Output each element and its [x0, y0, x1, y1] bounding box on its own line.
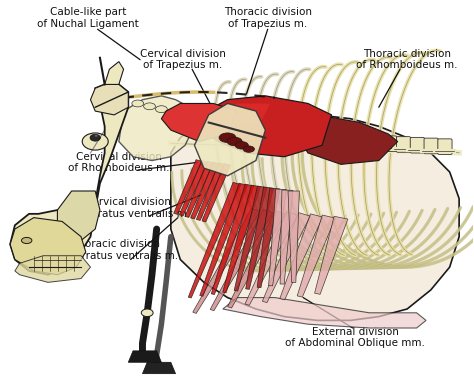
Ellipse shape [167, 108, 179, 115]
Polygon shape [91, 84, 128, 115]
Polygon shape [185, 161, 214, 217]
Polygon shape [315, 216, 348, 294]
Polygon shape [179, 160, 208, 216]
FancyBboxPatch shape [369, 135, 383, 151]
Text: Thoracic division
of Rhomboideus m.: Thoracic division of Rhomboideus m. [356, 49, 458, 71]
Text: External division
of Abdominal Oblique mm.: External division of Abdominal Oblique m… [285, 327, 425, 348]
FancyBboxPatch shape [410, 138, 424, 153]
Text: Cervical division
of Trapezius m.: Cervical division of Trapezius m. [140, 49, 226, 71]
Polygon shape [297, 215, 335, 297]
Text: Cervical division
of Serratus ventralis m.: Cervical division of Serratus ventralis … [67, 197, 190, 219]
FancyBboxPatch shape [396, 137, 410, 152]
Polygon shape [223, 298, 426, 328]
Ellipse shape [90, 134, 100, 141]
Polygon shape [188, 182, 241, 298]
Polygon shape [263, 213, 310, 303]
FancyBboxPatch shape [286, 131, 300, 146]
Polygon shape [194, 104, 265, 176]
Polygon shape [288, 191, 300, 282]
FancyBboxPatch shape [313, 132, 328, 148]
Polygon shape [246, 187, 273, 289]
Polygon shape [211, 184, 254, 295]
Polygon shape [210, 209, 273, 311]
Ellipse shape [21, 238, 32, 243]
Polygon shape [15, 256, 91, 282]
Polygon shape [171, 111, 459, 320]
Polygon shape [234, 186, 267, 291]
Ellipse shape [219, 133, 236, 142]
Polygon shape [209, 104, 270, 126]
Polygon shape [105, 62, 124, 84]
Text: Cable-like part
of Nuchal Ligament: Cable-like part of Nuchal Ligament [37, 7, 139, 29]
Polygon shape [299, 115, 398, 164]
Ellipse shape [243, 146, 255, 152]
Polygon shape [119, 96, 194, 160]
Polygon shape [173, 160, 202, 214]
FancyBboxPatch shape [383, 136, 397, 152]
Ellipse shape [141, 309, 153, 317]
Ellipse shape [155, 106, 167, 113]
Polygon shape [10, 218, 86, 275]
Polygon shape [280, 214, 323, 300]
FancyBboxPatch shape [341, 134, 356, 149]
Ellipse shape [235, 142, 248, 149]
Polygon shape [257, 188, 280, 288]
FancyBboxPatch shape [258, 129, 273, 145]
Ellipse shape [82, 133, 108, 150]
Text: Thoracic division
of Trapezius m.: Thoracic division of Trapezius m. [224, 7, 312, 29]
Polygon shape [223, 185, 260, 293]
Polygon shape [57, 191, 100, 241]
Polygon shape [280, 190, 293, 284]
Text: Thoracic division
of Serratus ventralis m.: Thoracic division of Serratus ventralis … [55, 239, 178, 261]
Polygon shape [196, 163, 225, 220]
Polygon shape [128, 351, 161, 362]
Ellipse shape [227, 137, 242, 146]
Ellipse shape [132, 100, 144, 107]
Polygon shape [10, 84, 128, 275]
Polygon shape [143, 362, 175, 374]
Ellipse shape [179, 112, 191, 118]
Polygon shape [200, 183, 247, 296]
Polygon shape [202, 163, 231, 222]
Polygon shape [193, 208, 260, 314]
Polygon shape [245, 212, 298, 305]
Polygon shape [269, 189, 286, 286]
Ellipse shape [144, 103, 155, 110]
Polygon shape [228, 210, 285, 308]
FancyBboxPatch shape [272, 130, 286, 146]
FancyBboxPatch shape [328, 133, 342, 149]
Ellipse shape [95, 135, 98, 137]
FancyBboxPatch shape [355, 134, 369, 150]
FancyBboxPatch shape [300, 131, 314, 147]
Polygon shape [199, 96, 331, 157]
FancyBboxPatch shape [424, 138, 438, 154]
Polygon shape [191, 162, 219, 219]
Text: Cervical division
of Rhomboideus m.: Cervical division of Rhomboideus m. [68, 152, 170, 173]
FancyBboxPatch shape [438, 139, 452, 154]
Polygon shape [161, 104, 237, 141]
